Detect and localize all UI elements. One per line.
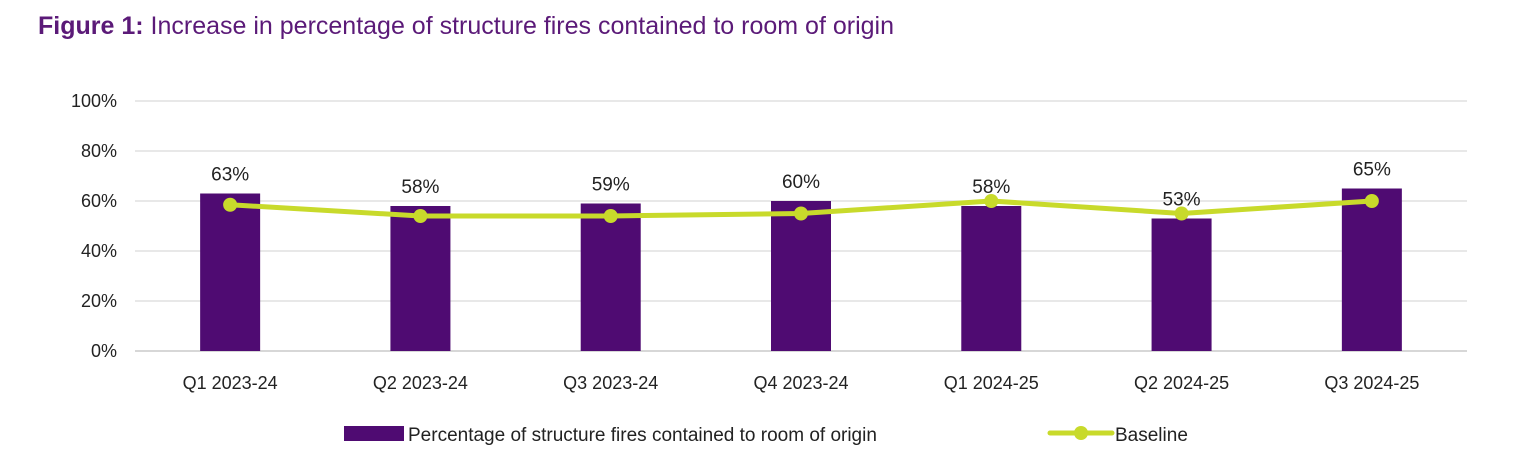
baseline-point: [603, 209, 618, 223]
baseline-point: [1364, 194, 1379, 208]
x-tick-label: Q2 2023-24: [373, 373, 468, 393]
bar: [1151, 218, 1212, 351]
bar: [961, 206, 1022, 351]
data-label: 53%: [1163, 190, 1201, 211]
baseline-point: [794, 206, 808, 221]
baseline-series: [223, 194, 1379, 223]
y-tick-label: 100%: [71, 91, 117, 111]
data-label: 59%: [592, 175, 630, 196]
y-tick-label: 0%: [91, 341, 117, 361]
data-label: 58%: [401, 177, 439, 198]
bar-series: [200, 188, 1402, 351]
y-tick-label: 60%: [81, 191, 117, 211]
x-tick-label: Q1 2023-24: [183, 373, 278, 393]
y-tick-label: 80%: [81, 141, 117, 161]
legend-swatch-bar: [344, 426, 404, 441]
y-axis: 0% 20% 40% 60% 80% 100%: [71, 91, 117, 361]
baseline-point: [984, 194, 999, 208]
x-tick-label: Q2 2024-25: [1134, 373, 1229, 393]
figure-title: Figure 1: Increase in percentage of stru…: [38, 12, 894, 41]
bar: [771, 201, 831, 351]
bar: [200, 193, 261, 351]
legend-label-baseline: Baseline: [1115, 425, 1188, 446]
data-label: 65%: [1353, 160, 1391, 181]
data-label: 60%: [782, 172, 820, 193]
legend: Percentage of structure fires contained …: [344, 425, 1188, 446]
baseline-point: [1174, 206, 1189, 221]
x-tick-label: Q3 2023-24: [563, 373, 658, 393]
x-tick-label: Q4 2023-24: [753, 373, 848, 393]
bar: [390, 206, 451, 351]
data-labels: 63% 58% 59% 60% 58% 53% 65%: [211, 160, 1391, 211]
x-tick-label: Q1 2024-25: [944, 373, 1039, 393]
y-tick-label: 20%: [81, 291, 117, 311]
x-axis: Q1 2023-24 Q2 2023-24 Q3 2023-24 Q4 2023-24…: [183, 373, 1420, 393]
legend-label-bar: Percentage of structure fires contained …: [408, 425, 877, 446]
data-label: 58%: [972, 177, 1010, 198]
data-label: 63%: [211, 165, 249, 186]
bar: [1341, 188, 1402, 351]
bar: [580, 203, 641, 351]
x-tick-label: Q3 2024-25: [1324, 373, 1419, 393]
baseline-point: [413, 209, 428, 223]
legend-swatch-point: [1074, 426, 1088, 440]
figure-label: Figure 1:: [38, 12, 144, 40]
figure-title-text: Increase in percentage of structure fire…: [150, 12, 894, 40]
baseline-point: [223, 197, 238, 212]
y-tick-label: 40%: [81, 241, 117, 261]
